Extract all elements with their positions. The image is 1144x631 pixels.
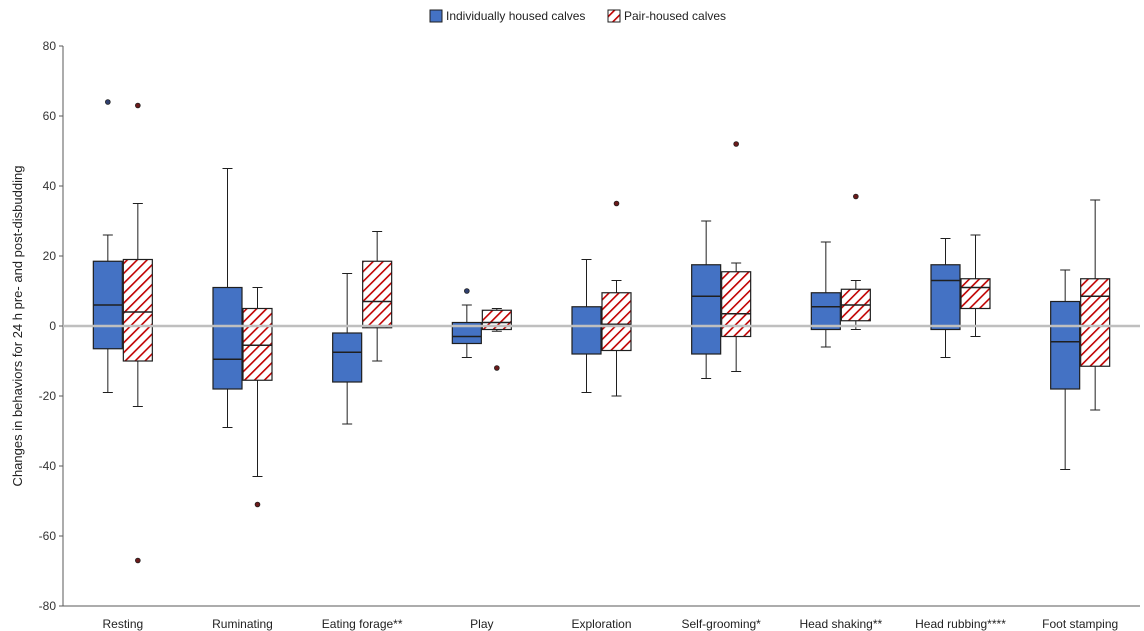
box-iqr xyxy=(930,264,961,331)
box-iqr xyxy=(601,292,632,352)
category-label: Foot stamping xyxy=(1042,617,1118,631)
y-tick-label: -80 xyxy=(39,599,57,613)
box-individual-7 xyxy=(930,238,961,358)
box-iqr xyxy=(810,292,841,331)
plot-area xyxy=(63,99,1140,607)
outlier-point xyxy=(135,102,141,109)
outlier-point xyxy=(464,288,470,294)
y-tick-label: 80 xyxy=(43,39,57,53)
box-pair-7 xyxy=(960,234,991,337)
box-iqr xyxy=(362,260,393,329)
y-tick-label: 40 xyxy=(43,179,57,193)
box-iqr xyxy=(1080,278,1111,367)
x-axis: Resting Ruminating Eating forage** Play Expl… xyxy=(102,617,1118,631)
box-pair-6 xyxy=(840,193,871,330)
box-pair-1 xyxy=(242,287,273,508)
category-label: Head rubbing**** xyxy=(915,617,1006,631)
y-axis-title-group: Changes in behaviors for 24 h pre- and p… xyxy=(10,166,25,487)
outlier-point xyxy=(494,365,500,371)
y-axis-title: Changes in behaviors for 24 h pre- and p… xyxy=(10,166,25,487)
box-iqr xyxy=(691,264,722,355)
legend-label-individual: Individually housed calves xyxy=(446,9,585,23)
box-iqr xyxy=(960,278,991,310)
box-iqr xyxy=(571,306,602,355)
outlier-point xyxy=(254,501,261,508)
box-individual-6 xyxy=(810,241,841,348)
box-iqr xyxy=(481,309,512,331)
box-pair-5 xyxy=(721,141,752,372)
outlier-point xyxy=(853,193,859,200)
box-iqr xyxy=(122,258,153,362)
outlier-point xyxy=(613,200,620,207)
box-individual-5 xyxy=(691,220,722,379)
category-label: Exploration xyxy=(571,617,631,631)
category-label: Resting xyxy=(102,617,143,631)
box-individual-0 xyxy=(92,99,123,393)
legend-label-pair: Pair-housed calves xyxy=(624,9,726,23)
y-tick-label: 60 xyxy=(43,109,57,123)
category-label: Eating forage** xyxy=(322,617,403,631)
box-pair-8 xyxy=(1080,199,1111,411)
box-pair-4 xyxy=(601,200,632,397)
y-tick-label: -60 xyxy=(39,529,57,543)
box-iqr xyxy=(212,286,243,390)
legend-swatch-individual xyxy=(429,9,443,23)
box-individual-2 xyxy=(332,273,363,425)
box-iqr xyxy=(332,332,363,383)
y-tick-label: 0 xyxy=(49,319,56,333)
y-tick-label: -40 xyxy=(39,459,57,473)
category-label: Head shaking** xyxy=(799,617,882,631)
outlier-point xyxy=(105,99,111,105)
outlier-point xyxy=(135,557,141,564)
legend: Individually housed calves Pair-housed c… xyxy=(429,9,726,23)
box-individual-3 xyxy=(451,288,482,358)
y-tick-label: -20 xyxy=(39,389,57,403)
box-pair-2 xyxy=(362,231,393,362)
category-label: Play xyxy=(470,617,493,631)
y-tick-label: 20 xyxy=(43,249,57,263)
y-axis: 80 60 40 20 0 -20 -40 -60 -80 xyxy=(39,39,64,613)
legend-swatch-pair xyxy=(607,9,621,23)
category-label: Ruminating xyxy=(212,617,273,631)
box-iqr xyxy=(1050,300,1081,390)
box-pair-0 xyxy=(122,102,153,564)
box-individual-1 xyxy=(212,168,243,428)
box-iqr xyxy=(242,307,273,381)
box-pair-3 xyxy=(481,308,512,371)
box-individual-8 xyxy=(1050,269,1081,470)
outlier-point xyxy=(733,141,739,147)
box-iqr xyxy=(451,321,482,345)
category-label: Self-grooming* xyxy=(681,617,761,631)
